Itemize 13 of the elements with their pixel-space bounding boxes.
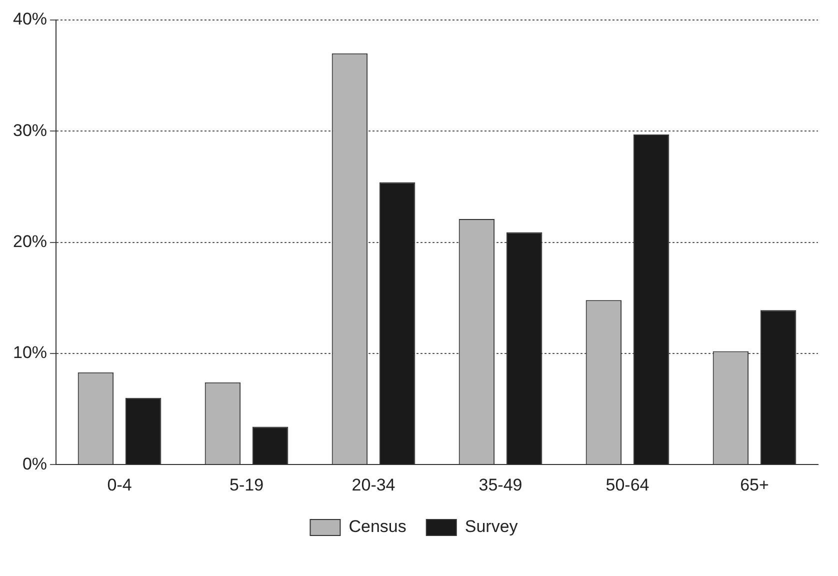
y-tick-label: 30% [12,120,48,140]
x-tick-label: 65+ [740,475,769,494]
legend-label: Census [348,517,406,536]
x-tick-label: 50-64 [606,475,650,494]
legend-label: Survey [464,517,518,536]
x-tick-label: 5-19 [230,475,264,494]
y-tick-label: 10% [12,343,48,362]
x-tick-label: 20-34 [352,475,396,494]
y-tick-label: 40% [12,10,48,29]
x-tick-label: 0-4 [107,475,132,494]
y-tick-label: 20% [12,232,48,251]
x-tick-label: 35-49 [478,475,522,494]
y-tick-label: 0% [22,454,48,474]
